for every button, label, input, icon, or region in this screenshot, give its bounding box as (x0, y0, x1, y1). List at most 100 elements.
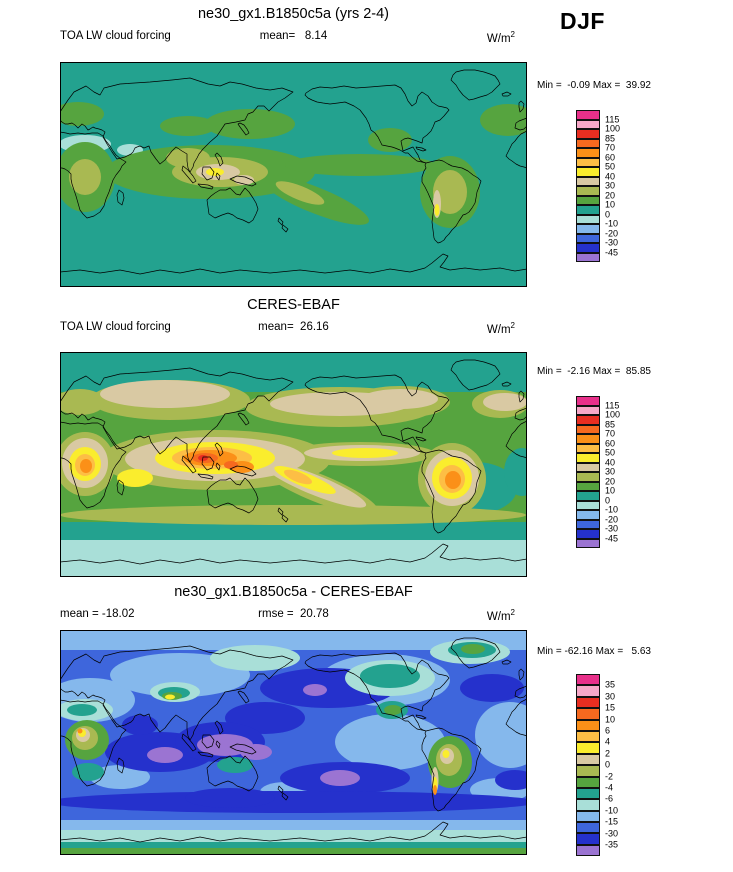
colorbar-tick-label: 115 (605, 400, 620, 410)
colorbar-tick-label: 30 (605, 691, 616, 702)
colorbar-swatch (576, 765, 600, 777)
colorbar-swatch (576, 129, 600, 139)
colorbar-swatch (576, 119, 600, 129)
colorbar-swatch (576, 491, 600, 501)
colorbar-swatch (576, 708, 600, 720)
colorbar-swatch (576, 424, 600, 434)
colorbar-swatch (576, 462, 600, 472)
colorbar-tick-label: 10 (605, 485, 616, 496)
panel-diff-mean-value: mean = -18.02 (60, 608, 135, 620)
colorbar-tick-label: 50 (605, 447, 616, 458)
colorbar-tick-label: 85 (605, 419, 616, 429)
colorbar-tick-label: -20 (605, 228, 619, 238)
colorbar-tick-label: 6 (605, 725, 611, 736)
colorbar-swatch (576, 176, 600, 186)
panel-diff-title: ne30_gx1.B1850c5a - CERES-EBAF (174, 584, 413, 600)
colorbar-swatch (576, 396, 600, 406)
season-label: DJF (560, 8, 605, 34)
panel-obs-units-label: W/m2 (486, 321, 515, 336)
map-obs-svg (60, 352, 527, 577)
colorbar-tick-label: 40 (605, 171, 616, 181)
colorbar-tick-label: 115 (605, 114, 620, 124)
panel-model-units-label: W/m2 (486, 30, 515, 45)
colorbar-swatch (576, 472, 600, 482)
colorbar-tick-label: -15 (605, 816, 619, 827)
panel-diff-minmax-label: Min = -62.16 Max = 5.63 (537, 646, 651, 657)
colorbar-obs: 115 100 85 70 60 50 40 30 20 10 0 -10 -20 -30 -45 (576, 396, 654, 548)
contour-field (60, 630, 527, 855)
colorbar-tick-label: 30 (605, 180, 616, 191)
colorbar-tick-label: 0 (605, 759, 611, 770)
colorbar-tick-label: 10 (605, 714, 616, 725)
colorbar-swatch (576, 529, 600, 539)
colorbar-swatch (576, 674, 600, 686)
colorbar-tick-label: -30 (605, 828, 619, 839)
panel-diff-rmse-value: rmse = 20.78 (258, 608, 329, 620)
map-diff-svg (60, 630, 527, 855)
colorbar-tick-label: 35 (605, 679, 616, 690)
colorbar-swatch (576, 719, 600, 731)
colorbar-swatch (576, 167, 600, 177)
colorbar-diff: 35 30 15 10 6 4 2 0 -2 -4 -6 -10 -15 -30 -35 (576, 674, 654, 857)
colorbar-tick-label: 2 (605, 748, 611, 759)
colorbar-tick-label: -4 (605, 782, 614, 793)
colorbar-swatch (576, 844, 600, 857)
panel-diff-units-label: W/m2 (486, 608, 515, 623)
colorbar-swatch (576, 753, 600, 766)
colorbar-tick-label: -45 (605, 247, 619, 257)
colorbar-tick-label: 0 (605, 495, 611, 505)
colorbar-swatch (576, 810, 600, 823)
colorbar-tick-label: -10 (605, 805, 619, 816)
panel-obs-minmax-label: Min = -2.16 Max = 85.85 (537, 366, 651, 377)
colorbar-tick-label: -6 (605, 793, 614, 804)
panel-model-variable-label: TOA LW cloud forcing (60, 30, 171, 42)
colorbar-tick-label: -35 (605, 839, 619, 850)
colorbar-swatch (576, 799, 600, 811)
colorbar-swatch (576, 205, 600, 215)
contour-field (60, 352, 527, 577)
colorbar-tick-label: 60 (605, 438, 616, 448)
colorbar-swatch (576, 519, 600, 529)
panel-model-mean-value: mean= 8.14 (259, 30, 328, 42)
colorbar-swatch (576, 742, 600, 754)
colorbar-swatch (576, 195, 600, 205)
colorbar-tick-label: 50 (605, 161, 616, 172)
map-obs (60, 352, 527, 577)
colorbar-swatch (576, 453, 600, 463)
map-diff (60, 630, 527, 855)
colorbar-swatch (576, 833, 600, 845)
colorbar-tick-label: -30 (605, 523, 619, 534)
colorbar-tick-label: -20 (605, 514, 619, 524)
panel-diff-stats-row: mean = -18.02 rmse = 20.78 W/m2 (60, 608, 527, 623)
colorbar-tick-label: 60 (605, 152, 616, 162)
colorbar-swatch (576, 214, 600, 224)
map-model-svg (60, 62, 527, 287)
map-model (60, 62, 527, 287)
colorbar-tick-label: 15 (605, 702, 616, 713)
colorbar-swatch (576, 405, 600, 415)
colorbar-tick-label: 100 (605, 409, 621, 420)
colorbar-swatch (576, 243, 600, 253)
colorbar-swatch (576, 224, 600, 234)
colorbar-tick-label: 10 (605, 199, 616, 210)
units-exponent: 2 (510, 30, 515, 39)
colorbar-tick-label: 20 (605, 190, 616, 200)
colorbar-tick-label: -45 (605, 533, 619, 543)
colorbar-swatch (576, 776, 600, 788)
colorbar-swatch (576, 443, 600, 453)
panel-obs-variable-label: TOA LW cloud forcing (60, 321, 171, 333)
colorbar-swatch (576, 434, 600, 444)
map-border (60, 352, 527, 577)
colorbar-swatch (576, 148, 600, 158)
colorbar-swatch (576, 696, 600, 709)
colorbar-tick-label: -10 (605, 504, 619, 515)
colorbar-tick-label: -30 (605, 237, 619, 248)
colorbar-tick-label: 70 (605, 142, 616, 153)
colorbar-swatch (576, 500, 600, 510)
units-exponent: 2 (510, 608, 515, 617)
colorbar-swatch (576, 252, 600, 262)
colorbar-swatch (576, 787, 600, 800)
colorbar-swatch (576, 186, 600, 196)
colorbar-swatch (576, 415, 600, 425)
colorbar-tick-label: 4 (605, 736, 611, 747)
